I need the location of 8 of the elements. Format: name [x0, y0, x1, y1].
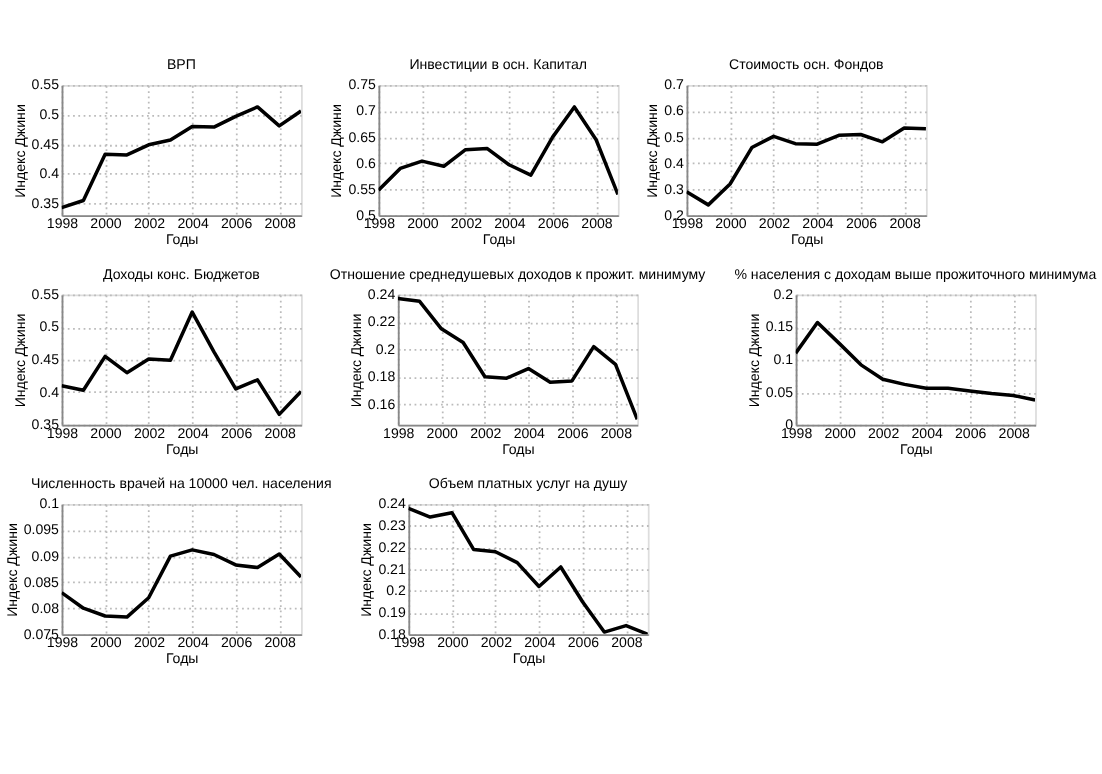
line-series — [61, 310, 302, 417]
line-series — [61, 105, 302, 210]
line-series — [795, 320, 1036, 402]
line-series — [686, 126, 926, 207]
line-series — [408, 506, 648, 635]
line-series — [397, 296, 638, 422]
line-series — [378, 105, 618, 197]
line-series — [61, 548, 302, 619]
